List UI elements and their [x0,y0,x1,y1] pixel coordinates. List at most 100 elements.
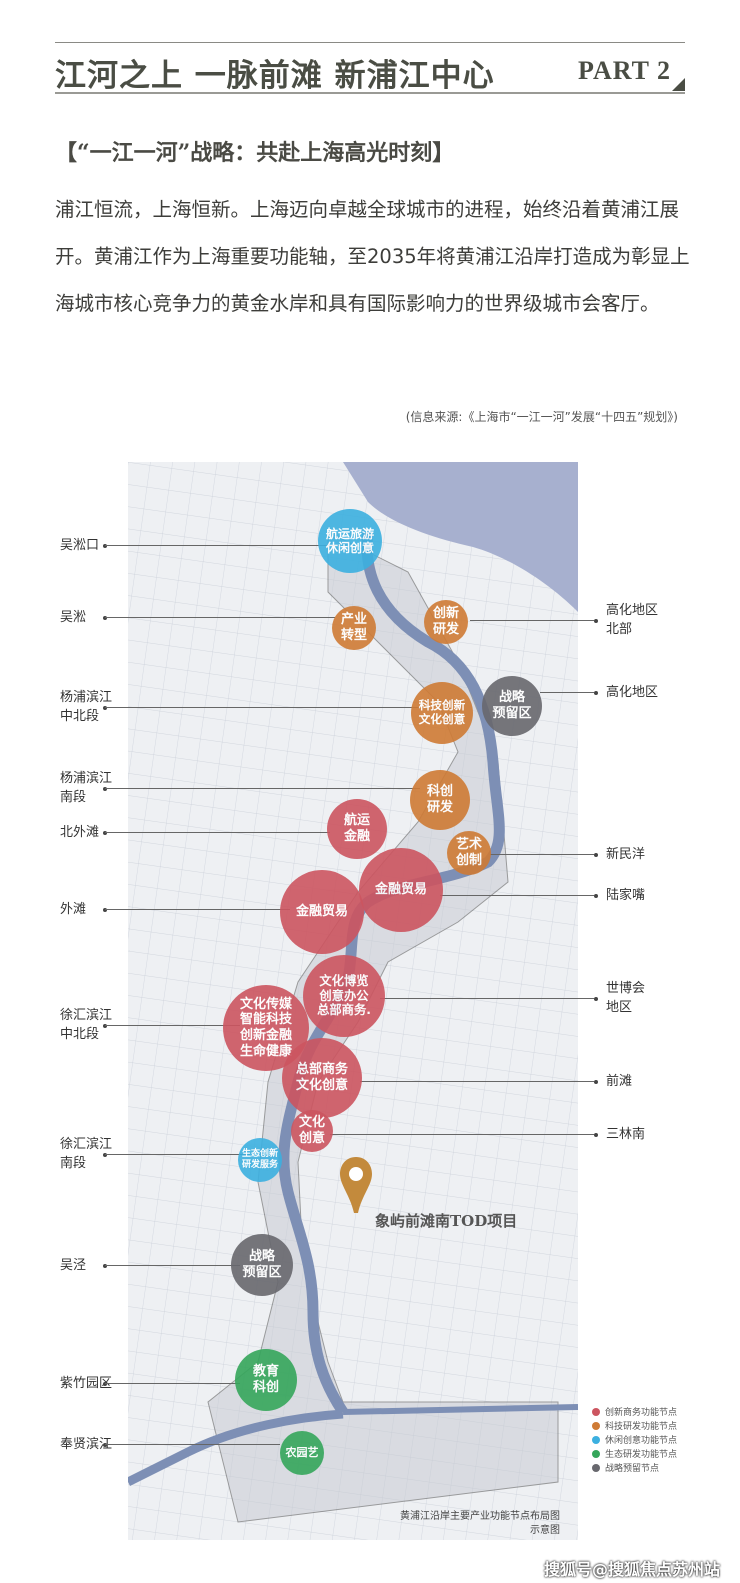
legend-item: 休闲创意功能节点 [592,1433,677,1446]
district-label-left: 吴泾 [60,1258,87,1273]
district-label-left: 吴淞口 [60,538,100,553]
district-label-left: 徐汇滨江 南段 [60,1137,113,1171]
leader-dot [103,908,107,912]
function-node-business: 总部商务 文化创意 [282,1038,362,1118]
leader-line [470,620,594,621]
leader-line [105,832,330,833]
district-label-right: 陆家嘴 [606,888,646,903]
leader-dot [103,787,107,791]
function-node-business: 航运 金融 [327,799,387,859]
leader-dot [103,616,107,620]
legend-dot-icon [592,1435,600,1444]
watermark: 搜狐号@搜狐焦点苏州站 [543,1560,720,1579]
corner-triangle-icon [672,78,685,91]
legend-dot-icon [592,1421,600,1430]
source-note: (信息来源:《上海市“一江一河”发展“十四五”规划》) [405,410,678,424]
leader-line [330,1134,594,1135]
leader-dot [594,1133,598,1137]
leader-dot [103,1382,107,1386]
leader-dot [594,997,598,1001]
leader-dot [103,544,107,548]
leader-line [490,854,594,855]
function-node-tech: 科技创新 文化创意 [411,682,473,744]
leader-line [105,788,420,789]
part-label: PART 2 [578,56,671,85]
leader-line [105,1154,250,1155]
location-pin-icon [340,1157,372,1213]
body-paragraph: 浦江恒流，上海恒新。上海迈向卓越全球城市的进程，始终沿着黄浦江展开。黄浦江作为上… [55,198,690,315]
legend-dot-icon [592,1463,600,1472]
leader-dot [103,706,107,710]
district-label-left: 徐汇滨江 中北段 [60,1008,113,1042]
leader-line [105,909,290,910]
legend-item: 创新商务功能节点 [592,1405,677,1418]
function-node-eco: 农园艺 [280,1431,324,1475]
page-title: 江河之上 一脉前滩 新浦江中心 [55,58,495,94]
leader-line [105,1444,280,1445]
function-node-business: 金融贸易 [280,870,364,954]
function-node-business: 文化博览 创意办公 总部商务. [303,955,385,1037]
legend-label: 科技研发功能节点 [605,1422,678,1432]
function-node-tech: 科创 研发 [410,770,470,830]
legend-label: 战略预留节点 [605,1464,660,1474]
leader-dot [594,691,598,695]
leader-dot [103,1024,107,1028]
leader-dot [594,619,598,623]
leader-line [105,1383,240,1384]
caption-sub: 示意图 [530,1525,560,1536]
leader-dot [103,1153,107,1157]
district-label-left: 杨浦滨江 中北段 [60,690,113,724]
header-bottom-rule [55,92,685,94]
legend-item: 生态研发功能节点 [592,1447,677,1460]
legend-item: 战略预留节点 [592,1461,659,1474]
district-label-right: 世博会 地区 [606,981,646,1015]
leader-dot [103,831,107,835]
sea [343,462,578,612]
legend-dot-icon [592,1449,600,1458]
leader-dot [103,1443,107,1447]
district-label-right: 新民洋 [606,847,646,862]
leader-line [105,707,420,708]
district-label-right: 高化地区 [606,685,659,700]
legend-label: 创新商务功能节点 [605,1408,678,1418]
function-node-business: 文化 创意 [291,1110,333,1152]
function-node-reserve: 战略 预留区 [482,676,542,736]
function-node-tech: 创新 研发 [424,600,468,644]
function-node-eco: 教育 科创 [235,1349,297,1411]
leader-line [540,692,594,693]
function-node-tech: 产业 转型 [332,606,376,650]
river-west-branch [128,1409,344,1487]
function-node-business: 金融贸易 [359,848,443,932]
leader-line [105,617,335,618]
function-node-leisure: 生态创新 研发服务 [238,1138,282,1182]
legend-item: 科技研发功能节点 [592,1419,677,1432]
leader-dot [594,853,598,857]
legend-label: 生态研发功能节点 [605,1450,678,1460]
district-label-left: 外滩 [60,902,87,917]
leader-dot [103,1264,107,1268]
leader-line [105,1025,240,1026]
leader-dot [594,1080,598,1084]
function-node-leisure: 航运旅游 休闲创意 [318,509,382,573]
function-node-tech: 艺术 创制 [447,831,491,875]
dazhi-river [342,1404,578,1415]
leader-line [105,545,340,546]
district-label-left: 奉贤滨江 [60,1437,113,1452]
district-label-right: 前滩 [606,1074,633,1089]
function-node-reserve: 战略 预留区 [231,1234,293,1296]
district-label-left: 杨浦滨江 南段 [60,771,113,805]
district-label-left: 吴淞 [60,610,87,625]
leader-line [360,1081,594,1082]
leader-dot [594,894,598,898]
district-label-right: 高化地区 北部 [606,603,659,637]
district-label-left: 紫竹园区 [60,1376,113,1391]
leader-line [105,1265,240,1266]
header-top-rule [55,42,685,43]
district-label-right: 三林南 [606,1127,646,1142]
leader-line [380,998,594,999]
legend-dot-icon [592,1407,600,1416]
map-caption: 黄浦江沿岸主要产业功能节点布局图 示意图 [400,1510,560,1538]
caption-title: 黄浦江沿岸主要产业功能节点布局图 [400,1511,560,1522]
leader-line [440,895,594,896]
district-label-left: 北外滩 [60,825,100,840]
